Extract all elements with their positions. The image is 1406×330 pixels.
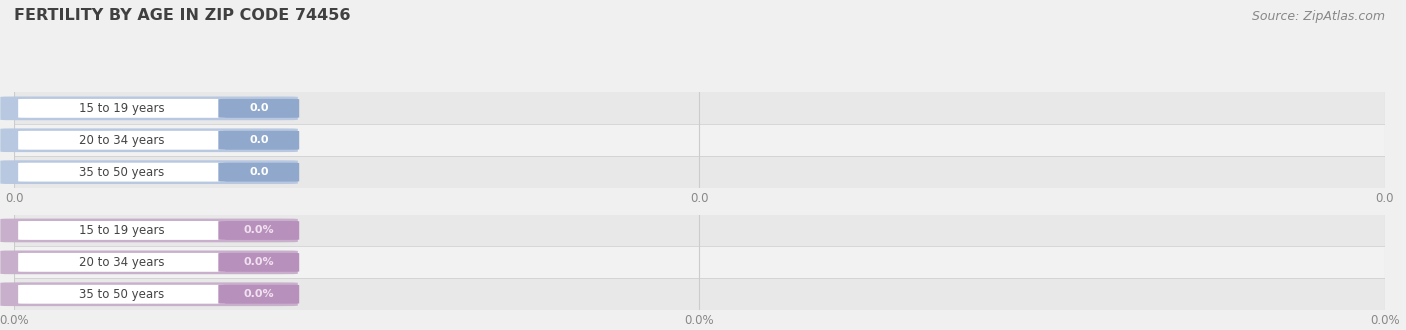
FancyBboxPatch shape [0, 218, 298, 242]
FancyBboxPatch shape [218, 221, 299, 240]
FancyBboxPatch shape [18, 99, 225, 118]
FancyBboxPatch shape [18, 253, 225, 272]
Text: 20 to 34 years: 20 to 34 years [79, 134, 165, 147]
FancyBboxPatch shape [218, 285, 299, 304]
FancyBboxPatch shape [218, 163, 299, 182]
FancyBboxPatch shape [18, 285, 225, 304]
Bar [14, 124, 1385, 156]
Text: 20 to 34 years: 20 to 34 years [79, 256, 165, 269]
Text: 0.0: 0.0 [249, 103, 269, 113]
FancyBboxPatch shape [218, 253, 299, 272]
FancyBboxPatch shape [18, 131, 225, 150]
Text: 15 to 19 years: 15 to 19 years [79, 102, 165, 115]
FancyBboxPatch shape [218, 99, 299, 118]
FancyBboxPatch shape [0, 128, 298, 152]
FancyBboxPatch shape [0, 160, 298, 184]
Text: 0.0: 0.0 [249, 135, 269, 145]
Text: 15 to 19 years: 15 to 19 years [79, 224, 165, 237]
Text: 0.0: 0.0 [249, 167, 269, 177]
Bar [14, 247, 1385, 278]
FancyBboxPatch shape [0, 96, 298, 120]
Bar [14, 278, 1385, 310]
Text: 35 to 50 years: 35 to 50 years [79, 166, 165, 179]
Text: FERTILITY BY AGE IN ZIP CODE 74456: FERTILITY BY AGE IN ZIP CODE 74456 [14, 8, 350, 23]
Text: Source: ZipAtlas.com: Source: ZipAtlas.com [1251, 10, 1385, 23]
Text: 0.0%: 0.0% [243, 257, 274, 267]
Text: 35 to 50 years: 35 to 50 years [79, 288, 165, 301]
FancyBboxPatch shape [0, 282, 298, 306]
FancyBboxPatch shape [18, 163, 225, 182]
Text: 0.0%: 0.0% [243, 289, 274, 299]
FancyBboxPatch shape [18, 221, 225, 240]
Bar [14, 156, 1385, 188]
Bar [14, 92, 1385, 124]
FancyBboxPatch shape [218, 131, 299, 150]
Bar [14, 214, 1385, 247]
Text: 0.0%: 0.0% [243, 225, 274, 235]
FancyBboxPatch shape [0, 250, 298, 274]
